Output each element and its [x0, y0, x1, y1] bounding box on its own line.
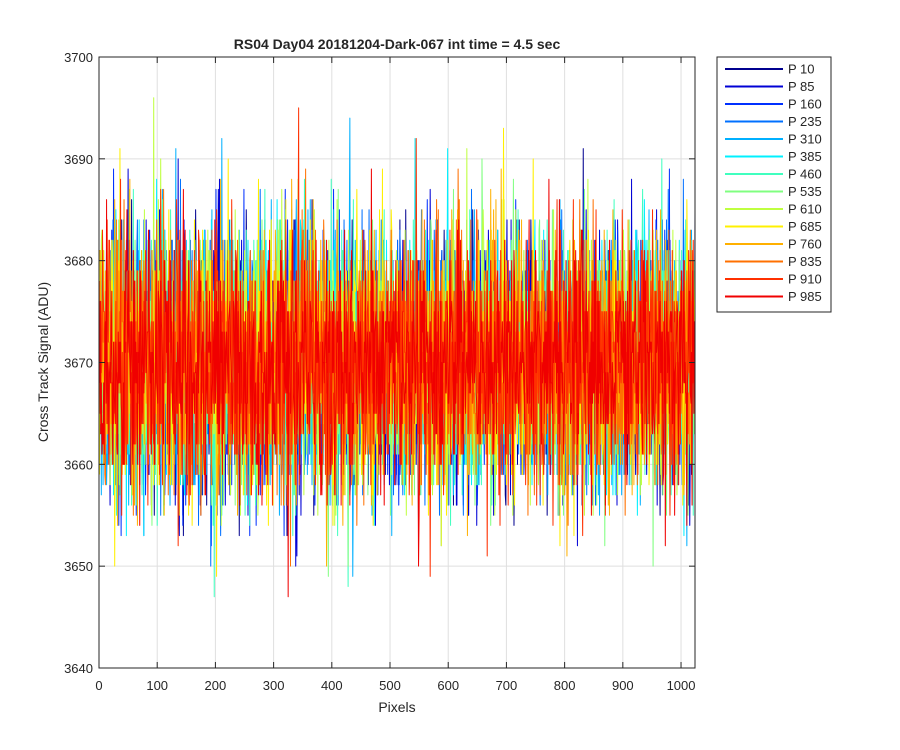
legend-label: P 985	[788, 289, 822, 304]
chart-title: RS04 Day04 20181204-Dark-067 int time = …	[234, 36, 561, 52]
legend-label: P 385	[788, 149, 822, 164]
x-tick-label: 600	[437, 678, 459, 693]
y-tick-label: 3670	[64, 356, 93, 371]
y-tick-label: 3700	[64, 50, 93, 65]
x-tick-label: 300	[263, 678, 285, 693]
legend-label: P 535	[788, 184, 822, 199]
y-tick-label: 3650	[64, 559, 93, 574]
legend-label: P 310	[788, 132, 822, 147]
x-tick-label: 400	[321, 678, 343, 693]
legend-label: P 160	[788, 97, 822, 112]
legend: P 10 P 85 P 160 P 235 P 310 P 385 P 460 P 535 P …	[716, 56, 832, 313]
legend-label: P 835	[788, 254, 822, 269]
legend-label: P 10	[788, 62, 815, 77]
series-lines	[99, 97, 695, 598]
x-tick-label: 0	[95, 678, 102, 693]
legend-label: P 460	[788, 167, 822, 182]
axis-ticks: 0 100 200 300 400 500 600 700 800 900 1000 3640 3650…	[64, 50, 695, 693]
y-tick-label: 3660	[64, 457, 93, 472]
series-line-p-985	[99, 168, 695, 598]
x-tick-label: 900	[612, 678, 634, 693]
y-tick-label: 3680	[64, 254, 93, 269]
x-axis-label: Pixels	[378, 699, 415, 715]
legend-label: P 910	[788, 272, 822, 287]
x-tick-label: 800	[554, 678, 576, 693]
x-tick-label: 1000	[667, 678, 696, 693]
y-tick-label: 3640	[64, 661, 93, 676]
y-tick-label: 3690	[64, 152, 93, 167]
legend-label: P 610	[788, 202, 822, 217]
legend-label: P 760	[788, 237, 822, 252]
y-axis-label: Cross Track Signal (ADU)	[35, 282, 51, 442]
legend-label: P 235	[788, 114, 822, 129]
legend-label: P 85	[788, 79, 815, 94]
legend-label: P 685	[788, 219, 822, 234]
x-tick-label: 200	[205, 678, 227, 693]
x-tick-label: 500	[379, 678, 401, 693]
x-tick-label: 700	[496, 678, 518, 693]
legend-box	[716, 56, 832, 313]
x-tick-label: 100	[146, 678, 168, 693]
